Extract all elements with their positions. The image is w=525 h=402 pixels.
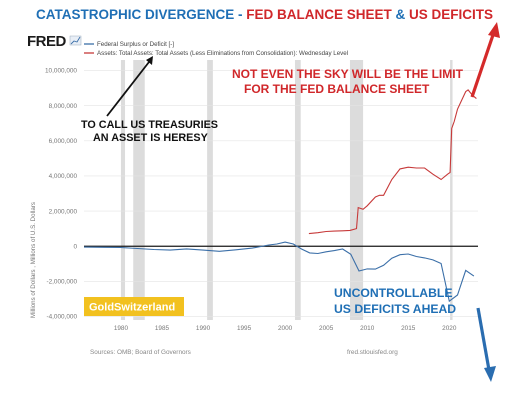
fred-chart-icon: [69, 35, 82, 46]
footer-source: Sources: OMB; Board of Governors: [90, 349, 191, 356]
y-tick-label: 4,000,000: [49, 173, 78, 180]
x-tick-label: 2020: [442, 325, 457, 332]
y-axis-ticks: 10,000,000 8,000,000 6,000,000 4,000,000 2,0…: [45, 68, 77, 321]
legend: Federal Surplus or Deficit [-] Assets: T…: [84, 41, 348, 57]
headline: CATASTROPHIC DIVERGENCE - FED BALANCE SH…: [36, 7, 493, 22]
y-tick-label: 10,000,000: [45, 68, 77, 75]
headline-part3: &: [391, 7, 410, 22]
annotation-deficit-line2: US DEFICITS AHEAD: [334, 302, 456, 316]
red-up-arrow: [470, 22, 500, 98]
annotation-sky-line1: NOT EVEN THE SKY WILL BE THE LIMIT: [232, 67, 464, 81]
y-axis-label: Millions of Dollars , Millions of U.S. D…: [30, 202, 37, 318]
x-tick-label: 2010: [360, 325, 375, 332]
x-tick-label: 1985: [155, 325, 170, 332]
y-tick-label: 2,000,000: [49, 208, 78, 215]
recession-band: [207, 60, 213, 320]
assets-series-line: [308, 89, 477, 235]
headline-part4: US DEFICITS: [409, 7, 494, 22]
y-tick-label: 6,000,000: [49, 138, 78, 145]
x-tick-label: 2015: [401, 325, 416, 332]
badge: GoldSwitzerland: [84, 297, 184, 316]
fred-logo: FRED: [27, 33, 67, 50]
x-tick-label: 1990: [196, 325, 211, 332]
recession-band: [294, 60, 301, 320]
legend-label-assets: Assets: Total Assets: Total Assets (Less…: [97, 50, 348, 57]
footer-site: fred.stlouisfed.org: [347, 349, 398, 356]
y-tick-label: 8,000,000: [49, 103, 78, 110]
blue-down-arrow: [476, 307, 496, 382]
recession-band: [133, 60, 145, 320]
badge-label: GoldSwitzerland: [89, 302, 175, 314]
annotation-heresy-line2: AN ASSET IS HERESY: [93, 132, 209, 144]
gridlines: [84, 70, 478, 317]
headline-part2: FED BALANCE SHEET: [246, 7, 392, 22]
y-tick-label: -4,000,000: [46, 314, 77, 321]
recession-bands: [120, 60, 453, 320]
x-tick-label: 1980: [114, 325, 129, 332]
y-tick-label: -2,000,000: [46, 279, 77, 286]
recession-band: [450, 60, 453, 320]
recession-band: [120, 60, 126, 320]
headline-part1: CATASTROPHIC DIVERGENCE -: [36, 7, 247, 22]
arrow-to-fred: [106, 56, 153, 117]
x-tick-label: 2000: [278, 325, 293, 332]
x-tick-label: 2005: [319, 325, 334, 332]
x-axis-ticks: 1980 1985 1990 1995 2000 2005 2010 2015 2020: [114, 325, 457, 332]
recession-band: [349, 60, 364, 320]
annotation-sky-line2: FOR THE FED BALANCE SHEET: [244, 82, 430, 96]
y-tick-label: 0: [73, 243, 77, 250]
annotation-heresy-line1: TO CALL US TREASURIES: [81, 119, 218, 131]
x-tick-label: 1995: [237, 325, 252, 332]
deficit-series-line: [83, 241, 475, 303]
legend-label-deficit: Federal Surplus or Deficit [-]: [97, 41, 174, 48]
annotation-deficit-line1: UNCONTROLLABLE: [334, 286, 452, 300]
